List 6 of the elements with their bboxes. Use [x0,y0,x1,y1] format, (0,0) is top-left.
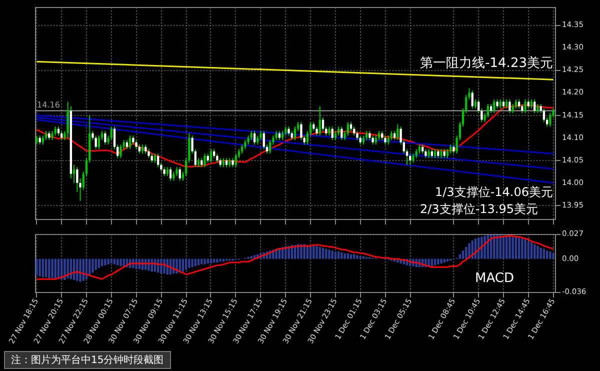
annotation: MACD [475,271,514,286]
ref-line-label: 14.16 [37,100,60,110]
annotation: 2/3支撑位-13.95美元 [420,202,538,216]
text: 注：图片为平台中15分钟时段截图 [4,351,171,369]
annotation: 第一阻力线-14.23美元 [420,55,553,71]
annotation: 1/3支撑位-14.06美元 [435,185,553,199]
